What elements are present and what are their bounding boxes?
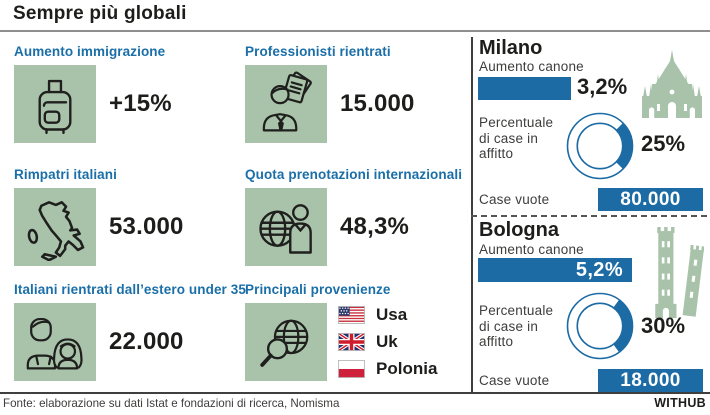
share-label: Percentuale di case in affitto bbox=[479, 303, 554, 349]
italy-map-icon bbox=[27, 201, 85, 261]
stat-label: Aumento immigrazione bbox=[14, 44, 166, 59]
stat-card-under35: Italiani rientrati dall’estero under 35 bbox=[14, 282, 246, 381]
globe-person-icon bbox=[259, 204, 312, 254]
bottom-rule bbox=[0, 392, 710, 394]
stat-label: Principali provenienze bbox=[245, 282, 391, 297]
icon-tile bbox=[14, 188, 96, 266]
city-name-milano: Milano bbox=[479, 37, 543, 59]
icon-tile bbox=[245, 303, 327, 381]
stat-card-prenotazioni: Quota prenotazioni internazionali 48, bbox=[245, 167, 462, 266]
canone-label: Aumento canone bbox=[479, 59, 584, 74]
suitcase-icon bbox=[38, 79, 72, 135]
bologna-vuote-bar: 18.000 bbox=[598, 369, 703, 392]
origin-name: Usa bbox=[376, 305, 408, 324]
milano-vuote-bar: 80.000 bbox=[598, 188, 703, 211]
stat-value: 53.000 bbox=[109, 213, 184, 240]
source-note: Fonte: elaborazione su dati Istat e fond… bbox=[3, 397, 340, 410]
page-title: Sempre più globali bbox=[13, 3, 187, 24]
stat-label: Professionisti rientrati bbox=[245, 44, 391, 59]
milano-share-value: 25% bbox=[641, 131, 686, 156]
origin-row-uk: Uk bbox=[338, 332, 437, 352]
canone-label: Aumento canone bbox=[479, 242, 584, 257]
stat-card-immigrazione: Aumento immigrazione +15% bbox=[14, 44, 172, 143]
share-label: Percentuale di case in affitto bbox=[479, 115, 554, 161]
stat-value: 22.000 bbox=[109, 328, 184, 355]
origin-row-polonia: Polonia bbox=[338, 359, 437, 379]
bologna-two-towers-icon bbox=[655, 227, 704, 318]
bologna-canone-bar: 5,2% bbox=[478, 258, 632, 282]
stat-card-provenienze: Principali provenienze bbox=[245, 282, 437, 381]
origins-list: Usa Uk bbox=[338, 305, 437, 379]
icon-tile bbox=[245, 65, 327, 143]
poland-flag-icon bbox=[338, 360, 365, 378]
bologna-vuote-value: 18.000 bbox=[620, 369, 681, 391]
stat-label: Quota prenotazioni internazionali bbox=[245, 167, 463, 182]
city-dashed-divider bbox=[471, 215, 707, 217]
stat-card-professionisti: Professionisti rientrati 15.000 bbox=[245, 44, 415, 143]
bologna-rent-donut-chart bbox=[566, 292, 634, 360]
professional-documents-icon bbox=[262, 71, 312, 132]
stat-value: 15.000 bbox=[340, 90, 415, 117]
icon-tile bbox=[14, 65, 96, 143]
stat-label: Italiani rientrati dall’estero under 35 bbox=[14, 282, 246, 297]
city-name-bologna: Bologna bbox=[479, 219, 559, 241]
bologna-canone-value: 5,2% bbox=[575, 258, 623, 281]
bologna-share-value: 30% bbox=[641, 313, 686, 338]
stat-label: Rimpatri italiani bbox=[14, 167, 117, 182]
couple-icon bbox=[26, 317, 83, 370]
globe-magnifier-icon bbox=[260, 319, 309, 367]
usa-flag-icon bbox=[338, 306, 365, 324]
withub-logo: WITHUB bbox=[654, 396, 706, 410]
origin-name: Polonia bbox=[376, 359, 438, 378]
milano-rent-donut-chart bbox=[566, 112, 634, 180]
milano-vuote-value: 80.000 bbox=[620, 188, 681, 210]
stat-card-rimpatri: Rimpatri italiani 53.000 bbox=[14, 167, 184, 266]
uk-flag-icon bbox=[338, 333, 365, 351]
icon-tile bbox=[14, 303, 96, 381]
origin-row-usa: Usa bbox=[338, 305, 437, 325]
milano-canone-bar bbox=[478, 77, 571, 100]
milano-canone-value: 3,2% bbox=[577, 74, 628, 99]
icon-tile bbox=[245, 188, 327, 266]
stat-value: 48,3% bbox=[340, 213, 410, 240]
panel-divider bbox=[471, 37, 473, 392]
stat-value: +15% bbox=[109, 90, 172, 117]
vuote-label: Case vuote bbox=[479, 192, 550, 207]
vuote-label: Case vuote bbox=[479, 373, 550, 388]
top-rule bbox=[0, 30, 710, 32]
origin-name: Uk bbox=[376, 332, 398, 351]
milan-duomo-icon bbox=[642, 50, 702, 118]
